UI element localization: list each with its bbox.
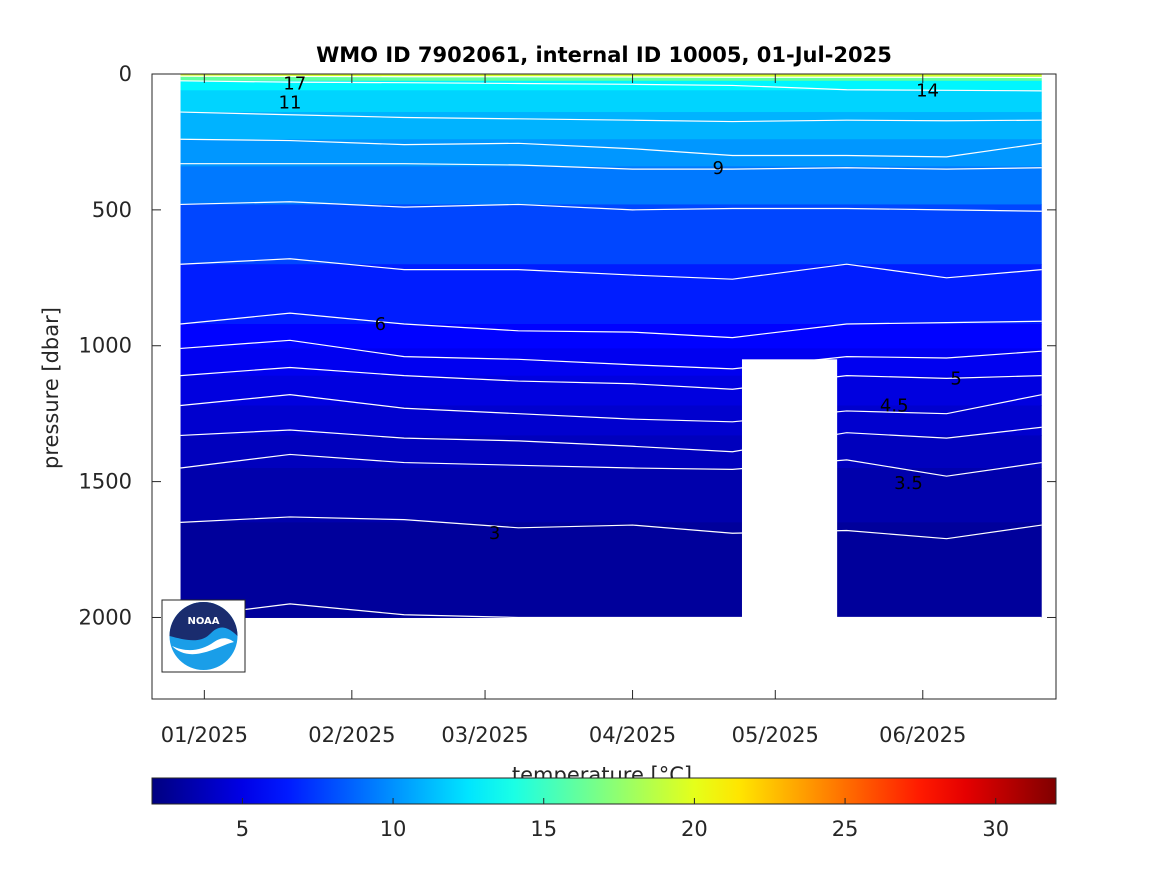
contour-line-7 [180,258,1042,280]
plot-frame [151,73,1057,700]
temperature-band-5 [180,139,1042,167]
colorbar-tick-label: 30 [982,817,1009,841]
colorbar-tick-label: 25 [832,817,859,841]
temperature-band-12 [180,405,1042,436]
temperature-band-13 [180,435,1042,469]
y-tick-label: 500 [92,198,132,222]
colorbar-tick-label: 5 [236,817,249,841]
contour-line-10 [180,138,1042,158]
colorbar-tick-label: 20 [681,817,708,841]
contour-label: 11 [279,93,302,114]
data-gap [741,359,838,619]
contour-line-6 [180,312,1042,339]
x-tick-label: 04/2025 [589,723,676,747]
contour-label: 5 [950,368,961,389]
contour-line-5 [180,366,1042,390]
contour-label: 3 [489,523,500,544]
contour-line-3 [180,516,1042,540]
noaa-logo-text: NOAA [187,616,219,627]
contour-line-9 [180,163,1042,170]
temperature-band-6 [180,166,1042,205]
y-tick-label: 1000 [79,334,132,358]
temperature-band-15 [180,522,1042,618]
contour-label: 9 [712,158,723,179]
colorbar-tick-label: 10 [380,817,407,841]
temperature-band-3 [180,90,1042,113]
contour-label: 6 [375,314,386,335]
temperature-band-9 [180,324,1042,349]
contour-label: 4.5 [880,396,909,417]
temperature-band-0 [180,74,1042,78]
contour-line-2-5 [180,603,1042,619]
y-tick-label: 0 [119,62,132,86]
contour-label: 17 [283,74,306,95]
temperature-band-11 [180,375,1042,407]
x-tick-label: 05/2025 [732,723,819,747]
contour-line-4 [180,426,1042,453]
temperature-band-1 [180,76,1042,82]
y-axis-label: pressure [dbar] [39,307,63,469]
contour-line-3-5 [180,453,1042,477]
chart-title: WMO ID 7902061, internal ID 10005, 01-Ju… [316,43,892,67]
noaa-bird-icon [172,638,234,655]
temperature-band-10 [180,348,1042,377]
temperature-band-7 [180,204,1042,265]
contour-line-14 [180,80,1042,92]
temperature-band-2 [180,80,1042,91]
y-tick-label: 1500 [79,470,132,494]
y-tick-label: 2000 [79,605,132,629]
x-tick-label: 02/2025 [308,723,395,747]
contour-line-4-5 [180,394,1042,423]
contour-label: 14 [916,80,939,101]
colorbar-tick-label: 15 [530,817,557,841]
temperature-band-14 [180,468,1042,523]
noaa-logo: NOAA [161,599,246,673]
contour-line-8 [180,201,1042,212]
contour-line-5-5 [180,339,1042,370]
temperature-band-4 [180,112,1042,140]
contour-line-11 [180,111,1042,123]
x-tick-label: 06/2025 [879,723,966,747]
x-tick-label: 03/2025 [441,723,528,747]
x-tick-label: 01/2025 [161,723,248,747]
contour-label: 3.5 [894,473,923,494]
